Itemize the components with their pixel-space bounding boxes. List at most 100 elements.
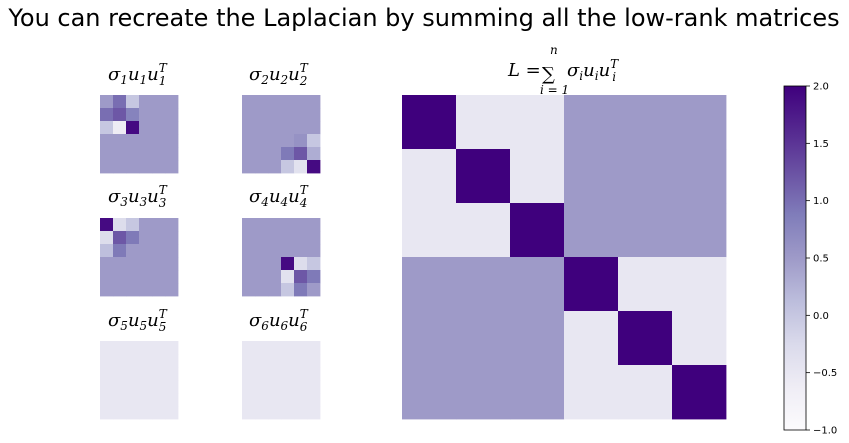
heatmap-sigma4: [242, 218, 321, 297]
heatmap-cell: [402, 257, 457, 312]
heatmap-cell: [294, 270, 308, 284]
heatmap-cell: [307, 283, 321, 297]
heatmap-cell: [126, 244, 140, 258]
heatmap-cell: [165, 218, 179, 232]
heatmap-cell: [139, 160, 153, 174]
heatmap-cell: [510, 311, 565, 366]
panel-title-sigma3: σ3u3uT 3: [108, 183, 168, 210]
heatmap-cell: [402, 311, 457, 366]
heatmap-cell: [152, 95, 166, 109]
heatmap-cell: [255, 231, 269, 245]
panel-title-laplacian: L = ∑ n i = 1 σiuiuT i: [507, 43, 619, 97]
heatmap-cell: [307, 406, 321, 420]
heatmap-cell: [100, 406, 114, 420]
heatmap-cell: [294, 257, 308, 271]
heatmap-cell: [139, 380, 153, 394]
heatmap-cell: [307, 393, 321, 407]
heatmap-cell: [100, 354, 114, 368]
heatmap-sigma1: [100, 95, 179, 174]
heatmap-cell: [307, 218, 321, 232]
heatmap-cell: [242, 244, 256, 258]
heatmap-cell: [100, 367, 114, 381]
heatmap-cell: [255, 354, 269, 368]
heatmap-cell: [139, 393, 153, 407]
heatmap-cell: [268, 147, 282, 161]
heatmap-cell: [456, 311, 511, 366]
heatmap-cell: [294, 393, 308, 407]
heatmap-sigma2: [242, 95, 321, 174]
heatmap-cell: [126, 393, 140, 407]
heatmap-cell: [294, 231, 308, 245]
heatmap-cell: [113, 147, 127, 161]
heatmap-cell: [281, 108, 295, 122]
heatmap-cell: [139, 95, 153, 109]
heatmap-cell: [281, 283, 295, 297]
panel-title-sigma2: σ2u2uT 2: [249, 61, 309, 88]
heatmap-cell: [126, 121, 140, 135]
heatmap-cell: [113, 134, 127, 148]
heatmap-cell: [100, 270, 114, 284]
heatmap-cell: [564, 257, 619, 312]
heatmap-cell: [126, 95, 140, 109]
heatmap-cell: [113, 121, 127, 135]
heatmap-cell: [255, 406, 269, 420]
heatmap-cell: [100, 393, 114, 407]
heatmap-cell: [126, 406, 140, 420]
heatmap-cell: [294, 354, 308, 368]
heatmap-cell: [255, 283, 269, 297]
heatmap-cell: [113, 380, 127, 394]
heatmap-cell: [456, 257, 511, 312]
colorbar-tick-label: −0.5: [813, 368, 837, 379]
heatmap-cell: [618, 311, 673, 366]
panel-title-sigma5: σ5u5uT 5: [108, 307, 168, 334]
heatmap-cell: [294, 218, 308, 232]
heatmap-cell: [294, 406, 308, 420]
heatmap-cell: [100, 121, 114, 135]
heatmap-cell: [126, 257, 140, 271]
heatmap-cell: [510, 203, 565, 258]
heatmap-cell: [281, 393, 295, 407]
heatmap-cell: [255, 218, 269, 232]
heatmap-cell: [294, 108, 308, 122]
heatmap-cell: [152, 367, 166, 381]
heatmap-cell: [294, 134, 308, 148]
heatmap-cell: [294, 367, 308, 381]
heatmap-cell: [456, 365, 511, 420]
heatmap-cell: [255, 380, 269, 394]
heatmap-cell: [268, 218, 282, 232]
heatmap-cell: [126, 354, 140, 368]
heatmap-cell: [126, 270, 140, 284]
heatmap-cell: [307, 160, 321, 174]
heatmap-cell: [268, 283, 282, 297]
heatmap-cell: [255, 341, 269, 355]
heatmap-cell: [165, 270, 179, 284]
heatmap-cell: [152, 218, 166, 232]
heatmap-cell: [618, 365, 673, 420]
heatmap-cell: [242, 231, 256, 245]
heatmap-cell: [126, 231, 140, 245]
heatmap-cell: [268, 367, 282, 381]
heatmap-cell: [242, 380, 256, 394]
heatmap-cell: [126, 218, 140, 232]
heatmap-cell: [281, 244, 295, 258]
heatmap-cell: [242, 95, 256, 109]
heatmap-cell: [152, 108, 166, 122]
heatmap-cell: [152, 270, 166, 284]
heatmap-cell: [268, 121, 282, 135]
colorbar: 2.0 1.5 1.0 0.5 0.0 −0.5 −1.0: [783, 82, 837, 437]
heatmap-cell: [294, 283, 308, 297]
panel-title-sigma4: σ4u4uT 4: [249, 183, 309, 210]
laplacian-lhs: L =: [507, 60, 541, 81]
heatmap-cell: [100, 231, 114, 245]
panel-title-sigma6: σ6u6uT 6: [249, 307, 309, 334]
heatmap-cell: [242, 283, 256, 297]
heatmap-cell: [402, 203, 457, 258]
heatmap-cell: [618, 203, 673, 258]
heatmap-cell: [165, 283, 179, 297]
heatmap-cell: [564, 203, 619, 258]
heatmap-cell: [242, 406, 256, 420]
heatmap-cell: [165, 406, 179, 420]
sum-upper-limit: n: [550, 43, 558, 57]
